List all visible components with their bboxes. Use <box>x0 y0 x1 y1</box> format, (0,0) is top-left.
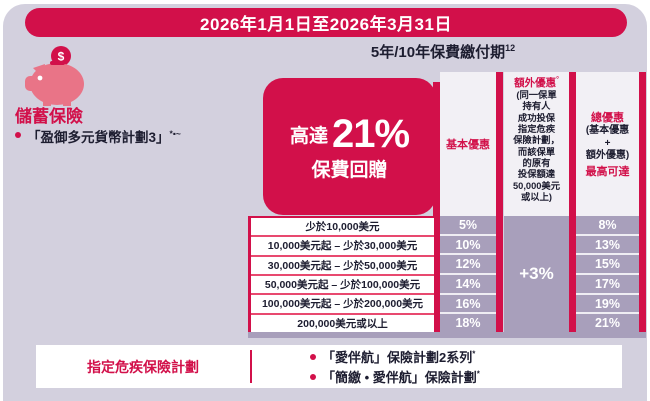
total-value-cell: 21% <box>594 316 621 331</box>
list-item: 「簡繳 • 愛伴航」保險計劃* <box>310 367 622 386</box>
row-labels-column: 少於10,000美元 10,000美元起 – 少於30,000美元 30,000美元… <box>248 216 434 332</box>
table-divider-bar <box>569 72 576 338</box>
total-value-cell: 8% <box>576 216 639 236</box>
basic-value-cell: 5% <box>440 216 496 236</box>
bullet-icon <box>310 373 316 380</box>
date-range: 2026年1月1日至2026年3月31日 <box>200 15 452 34</box>
promo-highlight: 高達 21% 保費回贈 <box>263 78 436 215</box>
promo-subline: 保費回贈 <box>311 159 388 181</box>
total-value-cell: 17% <box>576 275 639 295</box>
basic-values-column: 5% 10% 12% 14% 16% 18% <box>440 216 496 332</box>
basic-value-cell: 12% <box>440 255 496 276</box>
bullet-icon <box>15 132 21 138</box>
total-value-cell: 19% <box>576 295 639 315</box>
savings-plan-item: 「盈御多元貨幣計劃3」*▪~ <box>15 126 255 146</box>
total-value-cell: 15% <box>576 255 639 276</box>
column-header-basic: 基本優惠 <box>440 72 496 216</box>
promo-percentage: 21% <box>331 111 410 156</box>
designated-plans-label: 指定危疾保險計劃 <box>87 358 199 375</box>
table-row-label: 100,000美元起 – 少於200,000美元 <box>251 295 434 315</box>
designated-plans-list: 「愛伴航」保險計劃2系列* 「簡繳 • 愛伴航」保險計劃* <box>252 347 622 386</box>
designated-plans-box: 指定危疾保險計劃 「愛伴航」保險計劃2系列* 「簡繳 • 愛伴航」保險計劃* <box>36 345 622 388</box>
basic-value-cell: 18% <box>455 316 481 331</box>
basic-value-cell: 10% <box>440 236 496 256</box>
promo-card: 2026年1月1日至2026年3月31日 5年/10年保費繳付期12 $ 儲蓄保… <box>3 4 647 401</box>
basic-value-cell: 14% <box>440 275 496 295</box>
svg-text:$: $ <box>58 50 65 64</box>
piggy-bank-icon: $ <box>19 44 91 111</box>
table-row-label: 200,000美元或以上 <box>297 317 388 330</box>
payment-period-label: 5年/10年保費繳付期12 <box>370 43 516 61</box>
table-row-label: 50,000美元起 – 少於100,000美元 <box>251 276 434 296</box>
date-banner: 2026年1月1日至2026年3月31日 <box>25 8 627 37</box>
promo-headline: 高達 21% <box>289 111 410 156</box>
table-divider-bar <box>639 72 646 338</box>
table-divider-bar <box>496 72 503 338</box>
table-bottom-border <box>248 332 646 338</box>
total-value-cell: 13% <box>576 236 639 256</box>
total-values-column: 8% 13% 15% 17% 19% 21% <box>576 216 639 332</box>
extra-merged-cell: +3% <box>504 216 569 332</box>
column-header-total: 總優惠 (基本優惠 + 額外優惠) 最高可達 <box>576 72 639 216</box>
savings-plan-name: 「盈御多元貨幣計劃3」*▪~ <box>27 128 181 146</box>
list-item: 「愛伴航」保險計劃2系列* <box>310 347 622 366</box>
savings-section-title: 儲蓄保險 <box>15 107 83 126</box>
column-header-extra: 額外優惠° (同一保單 持有人 成功投保 指定危疾 保險計劃， 而該保單 的原有… <box>504 72 569 216</box>
bullet-icon <box>310 353 316 360</box>
table-row-label: 30,000美元起 – 少於50,000美元 <box>251 257 434 276</box>
table-divider-bar <box>433 82 440 338</box>
vertical-divider <box>250 350 252 383</box>
table-row-label: 10,000美元起 – 少於30,000美元 <box>251 237 434 257</box>
basic-value-cell: 16% <box>440 295 496 315</box>
table-row-label: 少於10,000美元 <box>251 218 434 238</box>
